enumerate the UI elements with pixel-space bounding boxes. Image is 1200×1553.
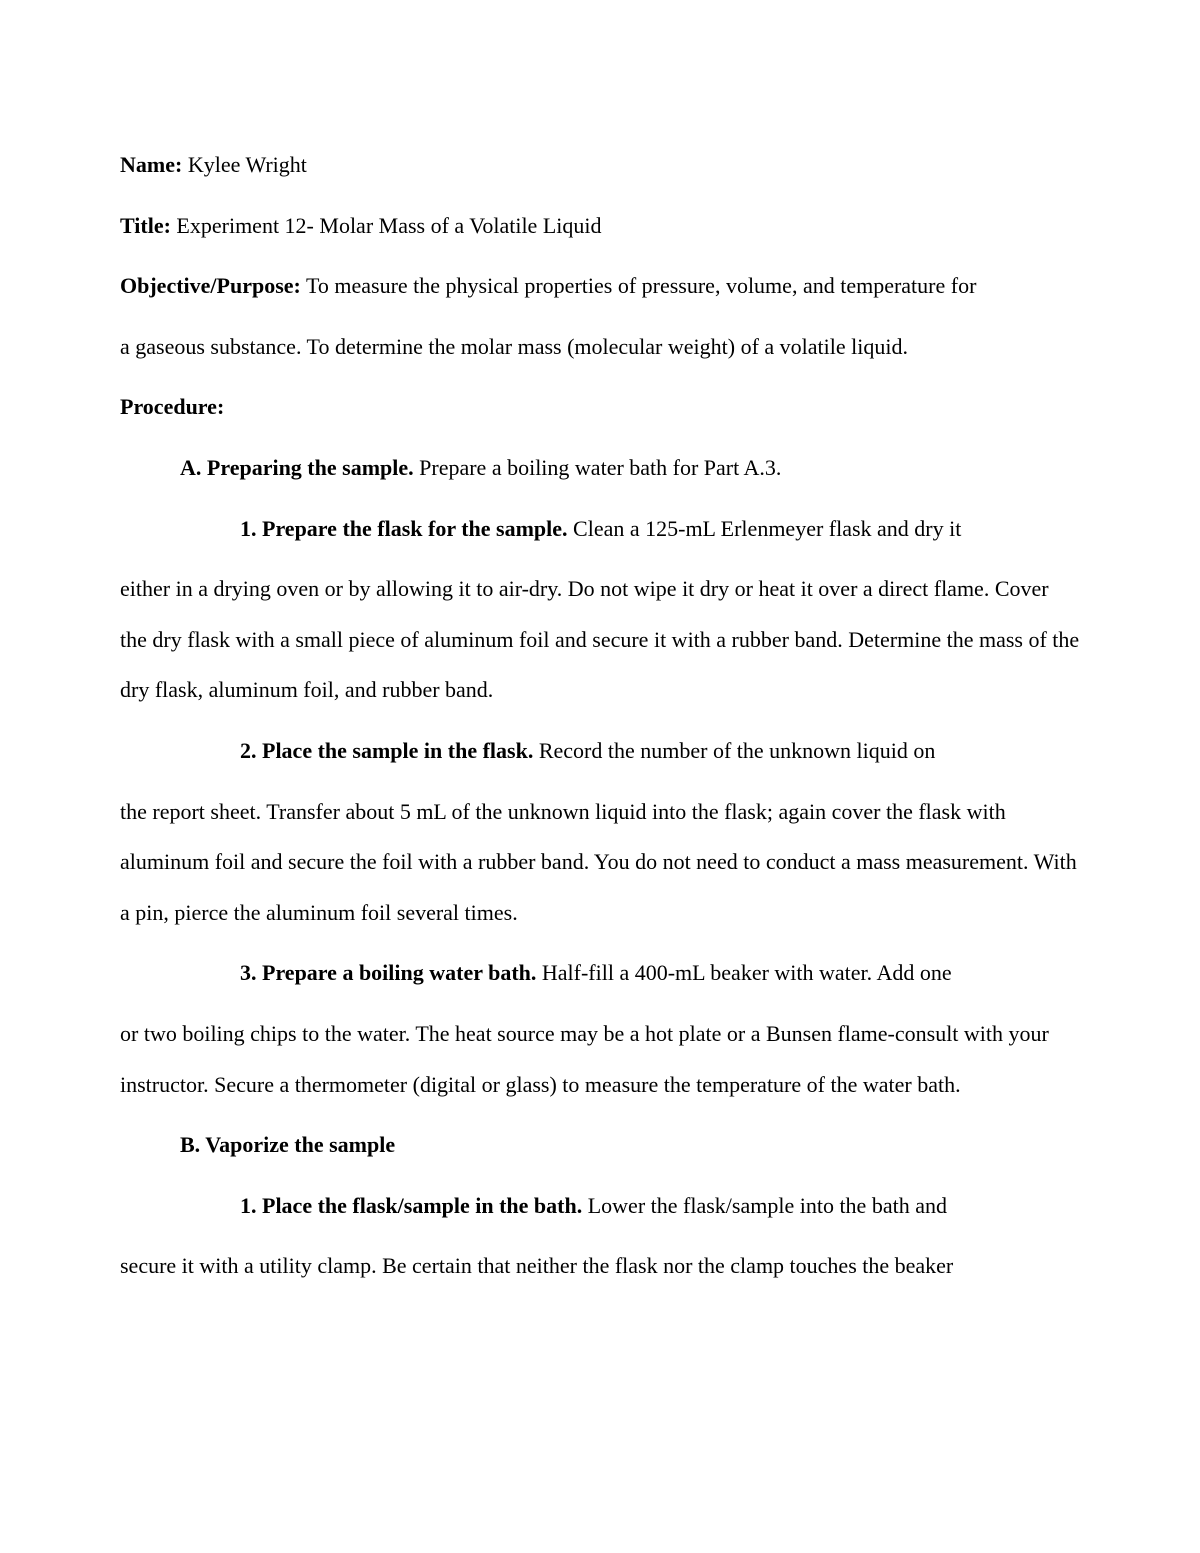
section-a-title: A. Preparing the sample. — [180, 455, 414, 480]
title-line: Title: Experiment 12- Molar Mass of a Vo… — [120, 201, 1080, 252]
section-a-heading: A. Preparing the sample. Prepare a boili… — [120, 443, 1080, 494]
step-b1-text-b: secure it with a utility clamp. Be certa… — [120, 1241, 1080, 1292]
step-b1-label: 1. Place the flask/sample in the bath. — [240, 1193, 582, 1218]
step-a3-text-b: or two boiling chips to the water. The h… — [120, 1009, 1080, 1110]
step-b1-text-a: Lower the flask/sample into the bath and — [582, 1193, 947, 1218]
step-a1-first: 1. Prepare the flask for the sample. Cle… — [120, 504, 1080, 555]
section-b-heading: B. Vaporize the sample — [120, 1120, 1080, 1171]
section-a-tail: Prepare a boiling water bath for Part A.… — [414, 455, 782, 480]
title-label: Title: — [120, 213, 171, 238]
step-a3-text-a: Half-fill a 400-mL beaker with water. Ad… — [536, 960, 951, 985]
step-a2-first: 2. Place the sample in the flask. Record… — [120, 726, 1080, 777]
step-b1-first: 1. Place the flask/sample in the bath. L… — [120, 1181, 1080, 1232]
name-label: Name: — [120, 152, 182, 177]
document-page: Name: Kylee Wright Title: Experiment 12-… — [0, 0, 1200, 1553]
title-value: Experiment 12- Molar Mass of a Volatile … — [171, 213, 602, 238]
name-line: Name: Kylee Wright — [120, 140, 1080, 191]
name-value: Kylee Wright — [182, 152, 307, 177]
step-a2-text-b: the report sheet. Transfer about 5 mL of… — [120, 787, 1080, 939]
objective-line: Objective/Purpose: To measure the physic… — [120, 261, 1080, 312]
step-a2-label: 2. Place the sample in the flask. — [240, 738, 533, 763]
procedure-label: Procedure: — [120, 382, 1080, 433]
objective-text-2: a gaseous substance. To determine the mo… — [120, 322, 1080, 373]
step-a1-label: 1. Prepare the flask for the sample. — [240, 516, 568, 541]
objective-text-1: To measure the physical properties of pr… — [301, 273, 977, 298]
step-a3-first: 3. Prepare a boiling water bath. Half-fi… — [120, 948, 1080, 999]
step-a1-text-a: Clean a 125-mL Erlenmeyer flask and dry … — [568, 516, 962, 541]
objective-label: Objective/Purpose: — [120, 273, 301, 298]
step-a2-text-a: Record the number of the unknown liquid … — [533, 738, 935, 763]
step-a3-label: 3. Prepare a boiling water bath. — [240, 960, 536, 985]
step-a1-text-b: either in a drying oven or by allowing i… — [120, 564, 1080, 716]
